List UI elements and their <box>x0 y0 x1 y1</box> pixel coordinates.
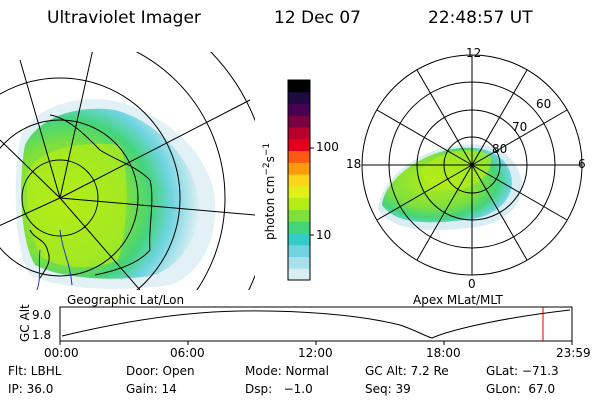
geographic-label: Geographic Lat/Lon <box>67 293 185 307</box>
geographic-map <box>0 52 255 290</box>
colorbar-segment <box>288 221 310 234</box>
colorbar-segment <box>288 162 310 175</box>
info-door: Door: Open <box>126 364 195 378</box>
lat-70-label: 70 <box>512 120 528 134</box>
lat-80-label: 80 <box>492 142 508 156</box>
altitude-ytop: 9.0 <box>32 308 52 322</box>
x-tick-3: 18:00 <box>426 346 461 360</box>
colorbar-tick-10: 10 <box>316 228 332 242</box>
info-ip: IP: 36.0 <box>8 382 54 396</box>
x-tick-2: 12:00 <box>298 346 333 360</box>
info-dsp: Dsp: −1.0 <box>245 382 313 396</box>
colorbar-segment <box>288 268 310 281</box>
colorbar-segment <box>288 138 310 152</box>
mlt-6-label: 6 <box>578 157 586 171</box>
x-tick-1: 06:00 <box>170 346 205 360</box>
info-glon: GLon: 67.0 <box>486 382 556 396</box>
mlt-0-label: 0 <box>468 277 476 291</box>
info-gain: Gain: 14 <box>126 382 177 396</box>
x-tick-0: 00:00 <box>44 346 79 360</box>
colorbar-segment <box>288 244 310 257</box>
x-tick-4: 23:59 <box>556 346 591 360</box>
apex-label: Apex MLat/MLT <box>413 293 503 307</box>
info-glat: GLat: −71.3 <box>486 364 559 378</box>
mlat-mlt-plot <box>361 54 583 276</box>
colorbar <box>288 80 310 281</box>
altitude-plot <box>59 306 573 345</box>
colorbar-segment <box>288 150 310 163</box>
time-label: 22:48:57 UT <box>428 8 533 28</box>
colorbar-frame <box>287 79 311 281</box>
instrument-title: Ultraviolet Imager <box>47 8 201 28</box>
colorbar-unit: photon cm−2s−1 <box>262 142 277 240</box>
info-gcalt: GC Alt: 7.2 Re <box>365 364 449 378</box>
colorbar-segment <box>288 232 310 246</box>
altitude-ybottom: 1.8 <box>32 328 52 342</box>
mlt-12-label: 12 <box>466 46 482 60</box>
colorbar-segment <box>288 185 310 199</box>
altitude-ylabel: GC Alt <box>18 304 32 342</box>
colorbar-segment <box>288 197 310 210</box>
colorbar-tick-100: 100 <box>316 140 339 154</box>
colorbar-segment <box>288 103 310 116</box>
colorbar-segment <box>288 80 310 93</box>
date-label: 12 Dec 07 <box>274 8 361 28</box>
info-flt: Flt: LBHL <box>8 364 62 378</box>
lat-60-label: 60 <box>536 97 552 111</box>
colorbar-segment <box>288 115 310 128</box>
colorbar-segment <box>288 256 310 269</box>
info-mode: Mode: Normal <box>245 364 329 378</box>
colorbar-segment <box>288 174 310 187</box>
colorbar-segment <box>288 209 310 222</box>
colorbar-segment <box>288 127 310 140</box>
info-seq: Seq: 39 <box>365 382 411 396</box>
colorbar-segment <box>288 91 310 105</box>
mlt-18-label: 18 <box>346 157 362 171</box>
